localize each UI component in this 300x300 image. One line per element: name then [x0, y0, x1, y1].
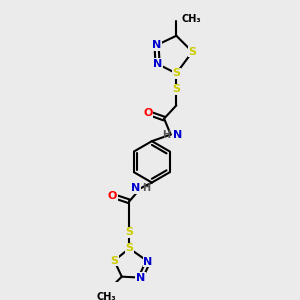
- Text: O: O: [143, 108, 153, 118]
- Text: N: N: [131, 183, 141, 193]
- Text: N: N: [152, 40, 161, 50]
- Text: CH₃: CH₃: [97, 292, 116, 300]
- Text: N: N: [172, 130, 182, 140]
- Text: H: H: [142, 183, 151, 193]
- Text: S: S: [110, 256, 118, 266]
- Text: N: N: [153, 59, 162, 69]
- Text: N: N: [143, 256, 153, 267]
- Text: S: S: [188, 47, 196, 57]
- Text: H: H: [163, 130, 171, 140]
- Text: S: S: [125, 227, 133, 237]
- Text: S: S: [125, 243, 133, 254]
- Text: S: S: [172, 68, 180, 78]
- Text: N: N: [136, 273, 145, 283]
- Text: CH₃: CH₃: [182, 14, 202, 24]
- Text: S: S: [172, 84, 180, 94]
- Text: O: O: [108, 191, 117, 201]
